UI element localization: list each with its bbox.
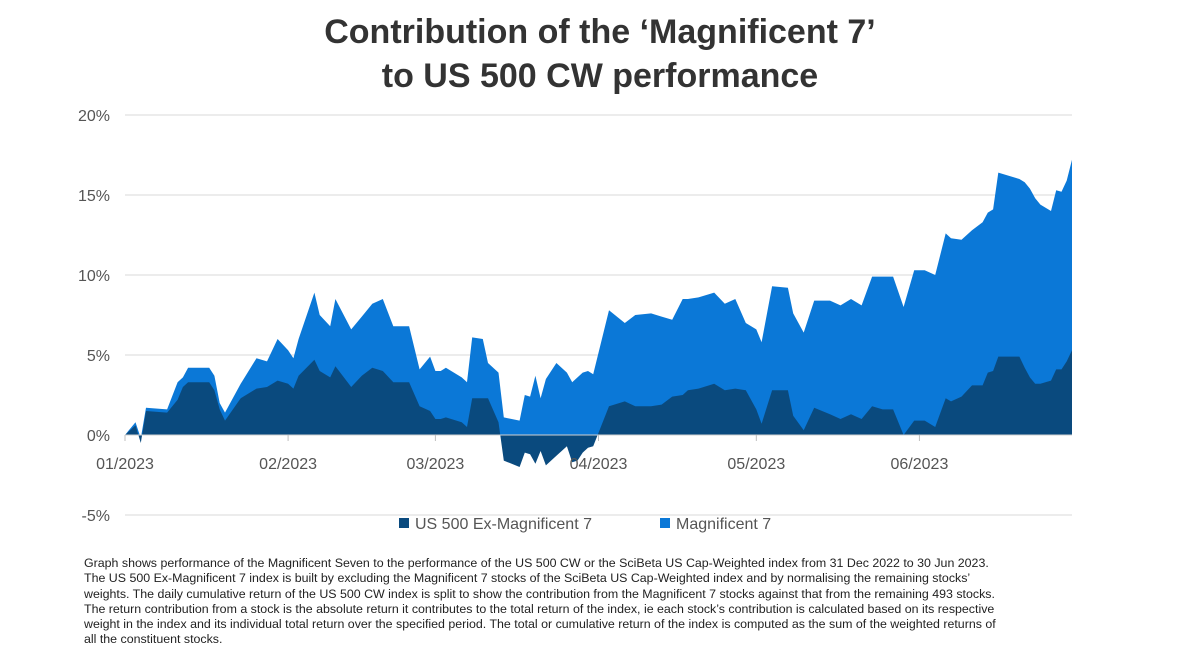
caption-line-1: Graph shows performance of the Magnifice… [84, 556, 989, 570]
x-tick-label: 04/2023 [570, 456, 628, 473]
y-tick-label: 0% [87, 428, 110, 445]
chart-title-line-1: Contribution of the ‘Magnificent 7’ [324, 13, 876, 51]
x-tick-label: 03/2023 [406, 456, 464, 473]
legend-label: Magnificent 7 [676, 516, 771, 533]
area-chart: 20% 15% 10% 5% 0% -5% 01/2023 02/2023 03/2023 04… [78, 108, 1072, 533]
caption-line-6: all the constituent stocks. [84, 632, 223, 647]
y-tick-label: 10% [78, 268, 110, 285]
legend-label: US 500 Ex-Magnificent 7 [415, 516, 592, 533]
caption-line-2: The US 500 Ex-Magnificent 7 index is bui… [84, 571, 971, 586]
y-tick-label: 20% [78, 108, 110, 125]
area-series [125, 159, 1072, 467]
caption-line-4: The return contribution from a stock is … [84, 601, 995, 616]
x-axis: 01/2023 02/2023 03/2023 04/2023 05/2023 06/20… [96, 435, 948, 473]
chart-caption: Graph shows performance of the Magnifice… [84, 556, 1124, 648]
x-tick-label: 05/2023 [727, 456, 785, 473]
y-tick-label: 15% [78, 188, 110, 205]
x-tick-label: 02/2023 [259, 456, 317, 473]
caption-line-5: weight in the index and its individual t… [84, 617, 996, 632]
legend: US 500 Ex-Magnificent 7 Magnificent 7 [399, 516, 771, 533]
ex-magnificent-7-area [125, 350, 1072, 467]
y-axis: 20% 15% 10% 5% 0% -5% [78, 108, 110, 525]
x-tick-label: 06/2023 [891, 456, 949, 473]
chart-title: Contribution of the ‘Magnificent 7’ to U… [0, 10, 1200, 98]
chart-title-line-2: to US 500 CW performance [381, 57, 819, 95]
legend-swatch [660, 518, 670, 528]
y-tick-label: 5% [87, 348, 110, 365]
y-tick-label: -5% [82, 508, 110, 525]
legend-swatch [399, 518, 409, 528]
magnificent-7-area [125, 159, 1072, 439]
x-tick-label: 01/2023 [96, 456, 154, 473]
caption-line-3: weights. The daily cumulative return of … [84, 586, 995, 601]
